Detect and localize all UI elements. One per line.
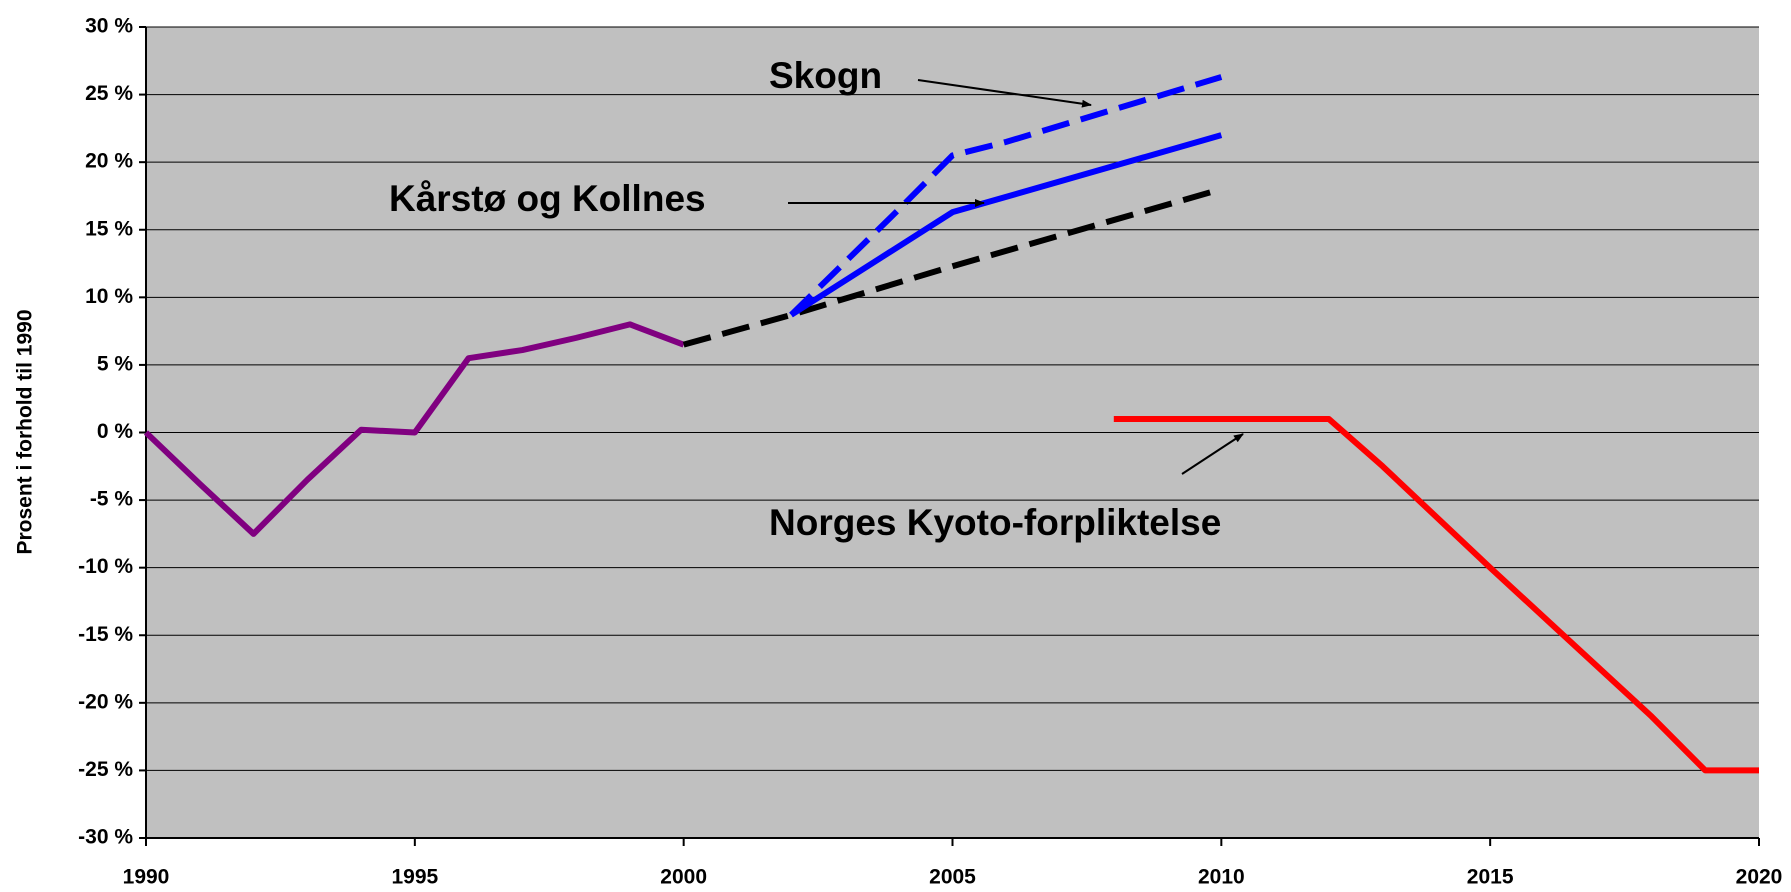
annotation-arrow <box>1181 433 1244 475</box>
series-line <box>789 74 1223 318</box>
y-tick-label: 30 % <box>85 15 133 38</box>
y-tick-label: 15 % <box>85 217 133 240</box>
series-line <box>682 186 1223 348</box>
y-tick-label: -20 % <box>78 690 133 713</box>
y-tick-label: 20 % <box>85 150 133 173</box>
y-axis-label: Prosent i forhold til 1990 <box>14 309 37 554</box>
annotation-arrow <box>917 79 1092 108</box>
x-tick-label: 2020 <box>1736 866 1783 889</box>
x-tick-label: 2010 <box>1198 866 1245 889</box>
x-tick-label: 2005 <box>929 866 976 889</box>
series-line <box>1113 415 1759 774</box>
y-tick-label: -30 % <box>78 826 133 849</box>
x-tick-label: 2015 <box>1467 866 1514 889</box>
annotation: Norges Kyoto-forpliktelse <box>769 502 1221 543</box>
annotation: Skogn <box>769 55 882 96</box>
y-tick-label: 25 % <box>85 82 133 105</box>
x-tick-label: 2000 <box>660 866 707 889</box>
x-tick-label: 1995 <box>391 866 438 889</box>
y-tick-label: 5 % <box>97 352 134 375</box>
y-tick-label: -15 % <box>78 623 133 646</box>
y-tick-label: -25 % <box>78 758 133 781</box>
series-line <box>143 321 685 537</box>
y-tick-label: -10 % <box>78 555 133 578</box>
series-line <box>789 132 1223 318</box>
y-tick-label: -5 % <box>90 488 134 511</box>
x-tick-label: 1990 <box>123 866 170 889</box>
y-tick-label: 10 % <box>85 285 133 308</box>
annotation: Kårstø og Kollnes <box>389 178 706 219</box>
y-tick-label: 0 % <box>97 420 134 443</box>
